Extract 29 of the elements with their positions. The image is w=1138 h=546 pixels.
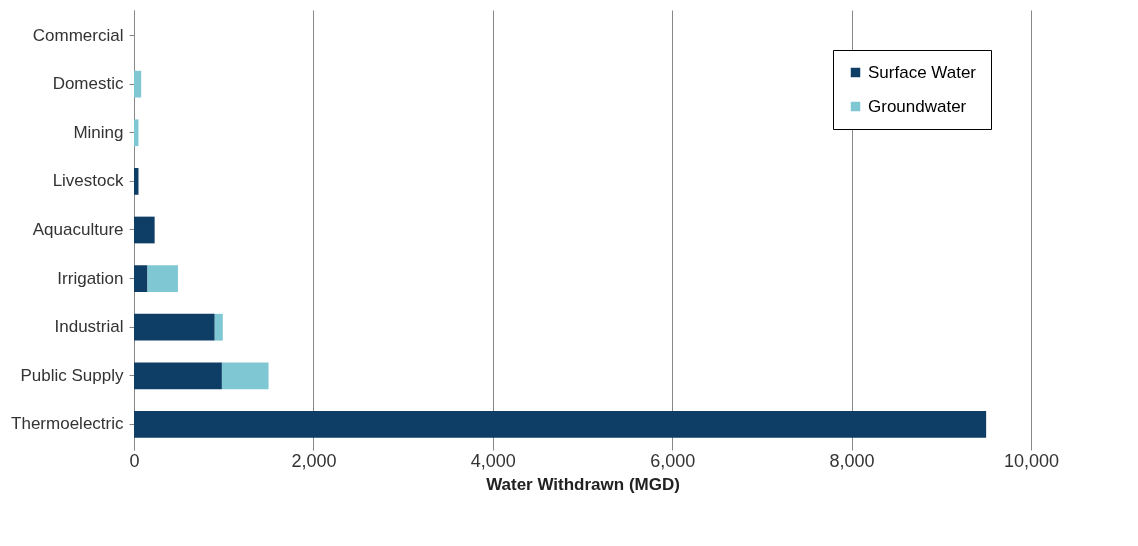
y-tick-label: Livestock — [52, 171, 124, 191]
bar — [214, 313, 223, 341]
y-tick-label: Domestic — [52, 74, 124, 94]
bar — [134, 265, 148, 292]
bar — [147, 265, 178, 292]
x-tick-label: 0 — [129, 450, 140, 471]
bar — [221, 362, 269, 390]
bar — [134, 411, 987, 438]
y-tick-label: Thermoelectric — [11, 414, 124, 434]
x-tick-label: 10,000 — [1003, 450, 1060, 471]
bar — [134, 362, 222, 390]
legend-label: Groundwater — [868, 96, 967, 116]
y-tick-label: Commercial — [32, 25, 124, 45]
y-tick-label: Aquaculture — [32, 220, 124, 239]
bar — [134, 313, 215, 341]
bar — [134, 70, 142, 98]
bar — [134, 119, 139, 147]
x-tick-label: 4,000 — [470, 450, 516, 471]
x-axis-title: Water Withdrawn (MGD) — [486, 474, 680, 494]
x-tick-label: 6,000 — [650, 450, 696, 471]
y-tick-label: Irrigation — [57, 268, 124, 288]
x-tick-label: 8,000 — [829, 450, 875, 471]
x-tick-label: 2,000 — [291, 450, 337, 471]
y-tick-label: Public Supply — [20, 365, 124, 385]
y-tick-label: Industrial — [54, 317, 124, 337]
legend-label: Surface Water — [868, 62, 977, 82]
bar — [134, 168, 139, 195]
y-tick-label: Mining — [73, 122, 124, 142]
bar — [134, 216, 155, 244]
